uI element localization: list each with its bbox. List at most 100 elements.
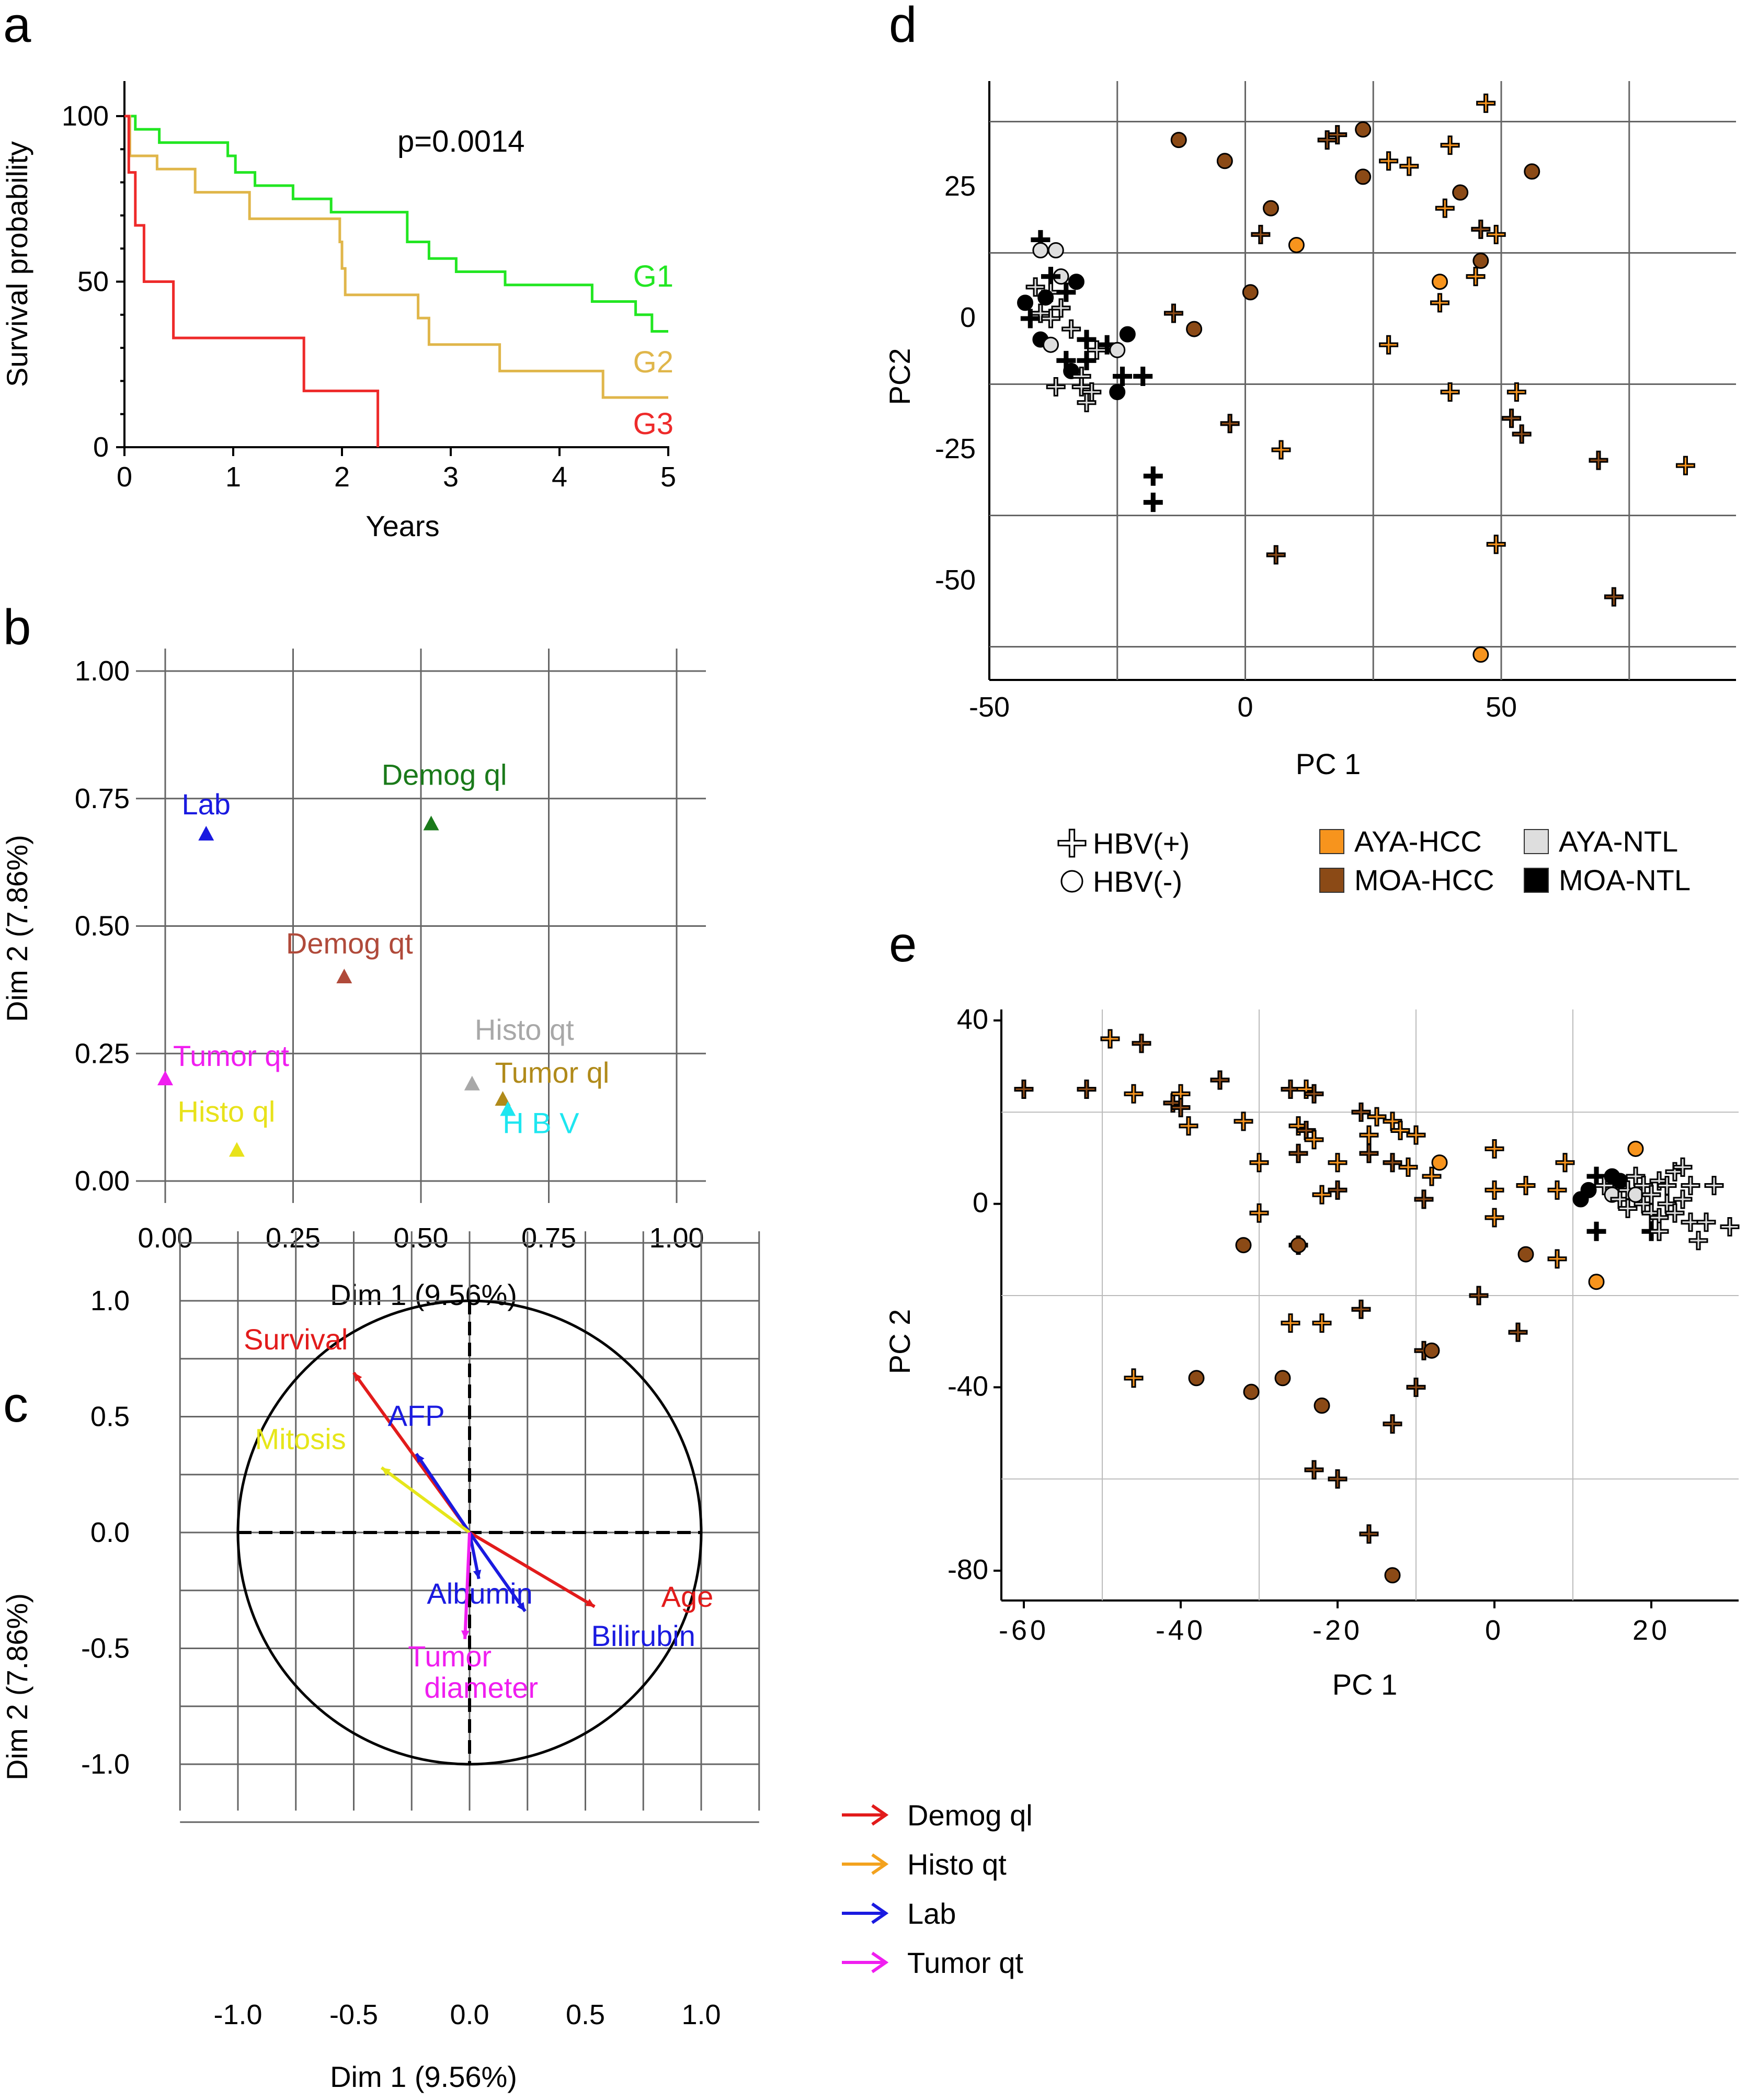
a-x-tick-label: 3 [443, 461, 459, 493]
c-grid [179, 1231, 760, 1823]
e-point-moa-hcc-hbv-neg [1274, 1370, 1291, 1387]
c-legend-label: Lab [907, 1897, 956, 1930]
d-point-moa-hcc-hbv-neg [1524, 163, 1540, 180]
e-point-moa-hcc-hbv-pos [1508, 1322, 1528, 1342]
panel-label-d: d [889, 0, 917, 53]
d-point-moa-hcc-hbv-neg [1472, 253, 1489, 269]
e-point-aya-hcc-hbv-pos [1296, 1080, 1316, 1099]
c-vector-label: Age [661, 1580, 714, 1613]
c-vector-arrow [380, 1466, 471, 1534]
e-point-moa-hcc-hbv-pos [1359, 1524, 1379, 1544]
e-point-aya-ntl-hbv-neg [1627, 1186, 1644, 1203]
d-point-aya-ntl-hbv-pos [1025, 277, 1045, 297]
d-point-aya-hcc-hbv-pos [1506, 382, 1526, 402]
e-x-tick-label: -20 [1312, 1615, 1363, 1646]
c-vector-label: Albumin [427, 1577, 532, 1610]
panel-b-scatter: 0.00 0.25 0.50 0.75 1.00 0.00 0.25 0.50 0.75 1.00… [1, 649, 706, 1311]
e-point-aya-hcc-hbv-neg [1431, 1154, 1448, 1171]
b-x-tick-label: 0.50 [393, 1222, 448, 1254]
panel-c-correlation-circle: -1.0 -0.5 0.0 0.5 1.0 -1.0 -0.5 0.0 0.5 1.0 Survi… [1, 1231, 1033, 2093]
e-point-aya-hcc-hbv-pos [1390, 1120, 1410, 1140]
e-point-moa-hcc-hbv-neg [1423, 1342, 1440, 1359]
e-point-moa-hcc-hbv-neg [1235, 1237, 1252, 1254]
a-y-tick-label: 0 [93, 432, 109, 463]
d-point-aya-ntl-hbv-pos [1061, 319, 1081, 339]
d-point-moa-ntl-hbv-neg [1109, 384, 1126, 401]
c-y-tick-label: -0.5 [81, 1633, 130, 1664]
d-point-moa-hcc-hbv-neg [1216, 153, 1233, 169]
e-y-tick-label: 0 [973, 1187, 988, 1219]
e-point-aya-hcc-hbv-pos [1234, 1111, 1253, 1131]
e-point-aya-hcc-hbv-pos [1422, 1166, 1442, 1186]
c-x-tick-label: -1.0 [213, 1999, 262, 2030]
d-point-aya-hcc-hbv-pos [1271, 440, 1291, 460]
e-point-aya-hcc-hbv-pos [1312, 1313, 1332, 1333]
e-point-aya-hcc-hbv-pos [1485, 1139, 1504, 1159]
e-point-aya-hcc-hbv-pos [1547, 1180, 1567, 1200]
d-point-aya-ntl-hbv-neg [1047, 242, 1064, 258]
d-point-moa-ntl-hbv-pos [1020, 309, 1040, 328]
c-vector-label: Bilirubin [591, 1619, 695, 1652]
c-legend: Demog ql Histo qt Lab Tumor qt [842, 1799, 1033, 1979]
e-point-aya-hcc-hbv-neg [1627, 1140, 1644, 1157]
d-point-moa-hcc-hbv-neg [1452, 184, 1469, 201]
e-point-moa-hcc-hbv-neg [1188, 1370, 1205, 1387]
d-point-moa-hcc-hbv-pos [1512, 424, 1532, 444]
c-vector-head [353, 1372, 362, 1382]
e-point-aya-hcc-hbv-pos [1304, 1130, 1324, 1150]
d-point-moa-ntl-hbv-neg [1037, 289, 1054, 306]
d-point-moa-ntl-hbv-neg [1119, 326, 1136, 343]
e-point-aya-ntl-hbv-pos [1649, 1221, 1669, 1241]
e-point-aya-hcc-hbv-pos [1312, 1185, 1332, 1205]
d-point-aya-ntl-hbv-neg [1032, 242, 1049, 258]
c-legend-label: Demog ql [907, 1799, 1033, 1832]
d-point-aya-hcc-hbv-pos [1435, 198, 1455, 218]
b-y-tick-label: 0.25 [75, 1038, 130, 1069]
b-point-label: Histo qt [475, 1013, 574, 1046]
c-vector-arrow [469, 1531, 596, 1608]
d-point-moa-hcc-hbv-pos [1163, 303, 1183, 323]
d-point-aya-ntl-hbv-pos [1051, 298, 1071, 318]
d-point-aya-hcc-hbv-pos [1466, 267, 1486, 287]
e-grid [1000, 1009, 1739, 1602]
d-point-moa-hcc-hbv-neg [1186, 321, 1203, 337]
e-x-axis-label: PC 1 [1332, 1668, 1398, 1701]
d-point-moa-ntl-hbv-pos [1133, 366, 1153, 386]
e-point-aya-ntl-hbv-pos [1688, 1231, 1708, 1251]
d-legend-label: AYA-NTL [1559, 825, 1678, 858]
c-legend-arrowhead [871, 1951, 889, 1973]
c-x-tick-label: 0.0 [450, 1999, 489, 2030]
d-point-aya-ntl-hbv-pos [1046, 377, 1066, 397]
e-point-aya-ntl-hbv-pos [1720, 1217, 1740, 1236]
b-point-label: Tumor ql [495, 1056, 609, 1089]
e-point-moa-hcc-hbv-pos [1351, 1102, 1371, 1122]
e-point-aya-hcc-hbv-pos [1288, 1116, 1308, 1136]
a-x-tick-label: 4 [552, 461, 567, 493]
d-point-moa-ntl-hbv-pos [1113, 366, 1133, 386]
e-point-aya-hcc-hbv-pos [1485, 1180, 1504, 1200]
panel-label-c: c [3, 1377, 28, 1433]
e-point-moa-ntl-hbv-neg [1612, 1173, 1628, 1189]
panel-e-pca: -60 -40 -20 0 20 40 0 -40 -80 PC 1 PC 2 [883, 1004, 1740, 1701]
panel-label-b: b [3, 599, 31, 655]
d-point-aya-hcc-hbv-pos [1476, 93, 1496, 113]
c-vector-arrow [415, 1452, 471, 1534]
b-y-tick-label: 0.50 [75, 911, 130, 942]
panel-label-a: a [3, 0, 31, 53]
e-point-moa-hcc-hbv-pos [1304, 1460, 1324, 1480]
e-point-moa-hcc-hbv-pos [1328, 1469, 1348, 1489]
c-legend-label: Tumor qt [907, 1946, 1023, 1979]
d-x-tick-label: -50 [969, 691, 1010, 723]
e-point-moa-hcc-hbv-pos [1304, 1084, 1324, 1104]
b-point-marker [464, 1075, 480, 1091]
c-vector-label: AFP [388, 1399, 445, 1432]
d-legend-swatch [1524, 868, 1549, 893]
e-point-moa-hcc-hbv-pos [1414, 1189, 1434, 1209]
c-x-tick-label: 1.0 [681, 1999, 721, 2030]
a-x-axis-label: Years [366, 509, 439, 542]
d-point-moa-hcc-hbv-pos [1589, 450, 1608, 470]
c-vector-head [517, 1602, 526, 1611]
c-y-tick-label: 0.0 [90, 1517, 130, 1548]
e-point-aya-hcc-hbv-pos [1328, 1153, 1348, 1173]
